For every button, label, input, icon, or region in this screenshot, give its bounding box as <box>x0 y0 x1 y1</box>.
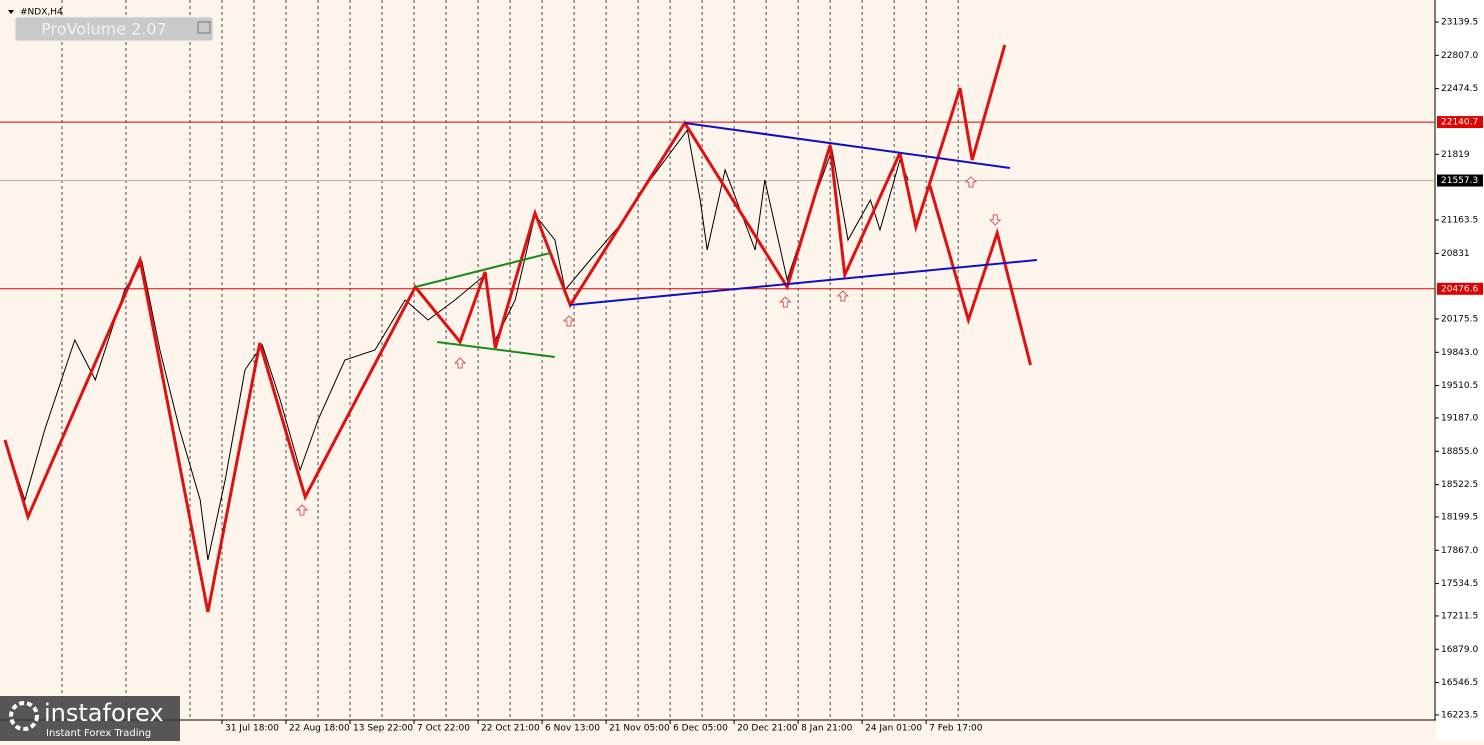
chart-title: #NDX,H4 <box>20 8 63 18</box>
trend-line <box>898 44 1007 233</box>
trend-line <box>570 259 1037 306</box>
up-arrow <box>295 504 309 516</box>
y-tick-label: 22474.5 <box>1441 84 1478 94</box>
up-arrow <box>453 357 467 369</box>
trend-line <box>684 122 1011 169</box>
y-tick-label: 16223.5 <box>1441 710 1478 720</box>
x-tick-label: 24 Jan 01:00 <box>865 724 922 734</box>
watermark: instaforex <box>44 699 164 727</box>
y-tick-label: 18199.5 <box>1441 512 1478 522</box>
x-tick-label: 22 Aug 18:00 <box>289 724 350 734</box>
level-label-bg <box>1437 282 1483 295</box>
x-tick-label: 21 Nov 05:00 <box>609 724 670 734</box>
trend-line <box>3 120 902 613</box>
y-tick-label: 18855.0 <box>1441 447 1478 457</box>
trend-line <box>415 252 551 288</box>
watermark-tagline: Instant Forex Trading <box>46 728 151 739</box>
level-label: 20476.6 <box>1441 284 1478 294</box>
indicator-label[interactable]: ProVolume 2.07 <box>41 20 167 39</box>
y-tick-label: 20831 <box>1441 249 1470 259</box>
watermark-icon <box>9 701 39 731</box>
price-axis-bg <box>1436 0 1484 741</box>
y-tick-label: 22807.0 <box>1441 51 1478 61</box>
trend-line <box>928 185 1032 366</box>
grid <box>61 0 959 724</box>
x-tick-label: 7 Oct 22:00 <box>417 724 470 734</box>
y-tick-label: 17867.0 <box>1441 546 1478 556</box>
y-tick-label: 16879.0 <box>1441 645 1478 655</box>
x-tick-label: 8 Jan 21:00 <box>801 724 853 734</box>
y-tick-label: 19187.0 <box>1441 414 1478 424</box>
x-tick-label: 6 Nov 13:00 <box>545 724 600 734</box>
y-tick-label: 19510.5 <box>1441 381 1478 391</box>
level-label-bg <box>1437 116 1483 129</box>
plot <box>0 44 1435 613</box>
y-tick-label: 18522.5 <box>1441 480 1478 490</box>
x-tick-label: 31 Jul 18:00 <box>225 724 279 734</box>
y-tick-label: 21819 <box>1441 150 1470 160</box>
x-tick-label: 13 Sep 22:00 <box>353 724 413 734</box>
menu-triangle <box>8 10 14 14</box>
indicator-icon <box>197 21 211 34</box>
indicator-button[interactable] <box>14 16 214 42</box>
trend-line <box>436 341 556 358</box>
y-tick-label: 19843.0 <box>1441 348 1478 358</box>
x-tick-label: 6 Dec 05:00 <box>673 724 728 734</box>
down-arrow <box>989 214 1002 226</box>
y-tick-label: 21163.5 <box>1441 215 1478 225</box>
y-tick-label: 16546.5 <box>1441 678 1478 688</box>
y-tick-label: 17534.5 <box>1441 579 1478 589</box>
up-arrow <box>562 315 576 327</box>
level-label: 22140.7 <box>1441 118 1478 128</box>
y-tick-label: 20175.5 <box>1441 314 1478 324</box>
y-tick-label: 17211.5 <box>1441 611 1478 621</box>
up-arrow <box>964 176 978 188</box>
level-label-bg <box>1437 174 1483 187</box>
x-tick-label: 22 Oct 21:00 <box>481 724 540 734</box>
level-label: 21557.3 <box>1441 176 1478 186</box>
x-tick-label: 20 Dec 21:00 <box>737 724 798 734</box>
up-arrow <box>779 296 792 308</box>
up-arrow <box>836 290 850 302</box>
y-tick-label: 23139.5 <box>1441 17 1478 27</box>
x-tick-label: 7 Feb 17:00 <box>929 724 983 734</box>
